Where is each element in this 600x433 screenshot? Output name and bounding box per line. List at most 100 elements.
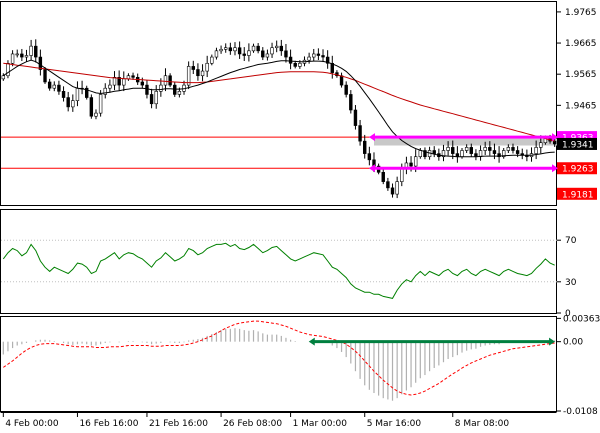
macd-arrow-head-right: [549, 337, 556, 346]
oscillator-panel: [1, 239, 557, 299]
candle-body: [34, 45, 38, 58]
candle-body: [237, 47, 242, 55]
oscillator-line: [2, 242, 555, 299]
candle-body: [344, 84, 348, 95]
candle-body: [159, 84, 163, 92]
candle-body: [539, 142, 543, 148]
price-label-box: [557, 162, 597, 175]
slow-moving-average: [3, 62, 555, 142]
candle-body: [191, 66, 195, 70]
candle-body: [469, 147, 473, 154]
candle-body: [307, 56, 311, 61]
candle-body: [279, 45, 284, 52]
macd-panel: [2, 320, 556, 401]
macd-tick-label: 0.00: [563, 338, 583, 348]
candle-body: [122, 78, 126, 86]
candle-body: [353, 109, 358, 126]
time-tick-label: 21 Feb 16:00: [149, 419, 208, 429]
time-tick-label: 16 Feb 16:00: [79, 419, 138, 429]
macd-arrow-head-left: [308, 337, 315, 346]
candle-body: [228, 47, 233, 52]
time-tick-label: 8 Mar 08:00: [455, 419, 510, 429]
price-label-box: [557, 137, 597, 150]
candle-body: [395, 181, 399, 195]
candle-body: [330, 62, 334, 73]
candle-body: [71, 100, 75, 108]
osc-tick-label: 0: [565, 309, 571, 319]
candle-body: [98, 94, 103, 114]
candle-body: [288, 56, 293, 64]
osc-tick-label: 70: [565, 236, 577, 246]
candle-body: [145, 84, 149, 95]
candle-body: [112, 77, 117, 86]
level-arrow-head-left: [368, 133, 375, 142]
level-arrow-head-right: [552, 164, 558, 173]
candle-body: [219, 48, 223, 52]
macd-signal-line: [3, 320, 555, 396]
candle-body: [321, 55, 325, 58]
candle-body: [497, 153, 501, 158]
candle-body: [464, 147, 469, 151]
candle-body: [502, 150, 506, 158]
candle-body: [390, 187, 395, 195]
candle-body: [441, 150, 446, 158]
candle-body: [177, 91, 182, 95]
candle-body: [210, 56, 214, 64]
candle-body: [432, 150, 436, 154]
candle-body: [20, 53, 24, 58]
candle-body: [131, 75, 135, 78]
candle-body: [506, 147, 511, 151]
candle-body: [261, 50, 265, 58]
candle-body: [284, 50, 288, 58]
candle-body: [409, 162, 413, 167]
candle-body: [552, 140, 557, 145]
price-panel: [1, 39, 558, 199]
candle-body: [325, 56, 330, 64]
candle-body: [103, 87, 107, 95]
candle-body: [492, 150, 497, 154]
price-tick-label: 1.9665: [565, 39, 597, 49]
candle-body: [29, 45, 33, 56]
candle-body: [15, 53, 19, 56]
candle-body: [358, 125, 362, 142]
level-arrow-head-left: [368, 164, 375, 173]
candle-body: [515, 150, 520, 154]
candle-body: [363, 140, 367, 154]
fast-moving-average: [3, 59, 555, 158]
price-tick-label: 1.9465: [565, 101, 597, 111]
macd-tick-label: -0.0108: [563, 407, 598, 417]
candle-body: [242, 53, 246, 56]
candle-body: [274, 45, 279, 49]
candle-body: [186, 66, 191, 86]
osc-frame: [0, 209, 557, 314]
candle-body: [488, 147, 492, 151]
time-tick-label: 26 Feb 08:00: [223, 419, 282, 429]
candle-body: [61, 91, 66, 98]
candle-body: [367, 153, 372, 161]
candle-body: [214, 50, 219, 58]
candle-body: [534, 147, 538, 154]
candle-body: [400, 168, 404, 182]
price-label-text: 1.9341: [562, 140, 594, 150]
candle-body: [140, 81, 145, 86]
candle-body: [349, 94, 353, 111]
candle-body: [89, 97, 94, 117]
price-label-box: [557, 187, 597, 200]
candle-body: [57, 84, 61, 92]
candle-body: [386, 181, 390, 189]
price-label-text: 1.9181: [562, 190, 594, 200]
candle-body: [24, 55, 29, 58]
candle-body: [251, 45, 256, 52]
candle-body: [38, 56, 43, 70]
candle-body: [154, 91, 158, 105]
osc-tick-label: 30: [565, 278, 577, 288]
candle-body: [233, 47, 237, 52]
candle-body: [224, 47, 228, 50]
candle-body: [316, 53, 321, 56]
candle-body: [75, 87, 80, 101]
candle-body: [205, 62, 209, 72]
candle-body: [446, 147, 450, 151]
candle-body: [200, 70, 205, 77]
candle-body: [149, 94, 154, 105]
